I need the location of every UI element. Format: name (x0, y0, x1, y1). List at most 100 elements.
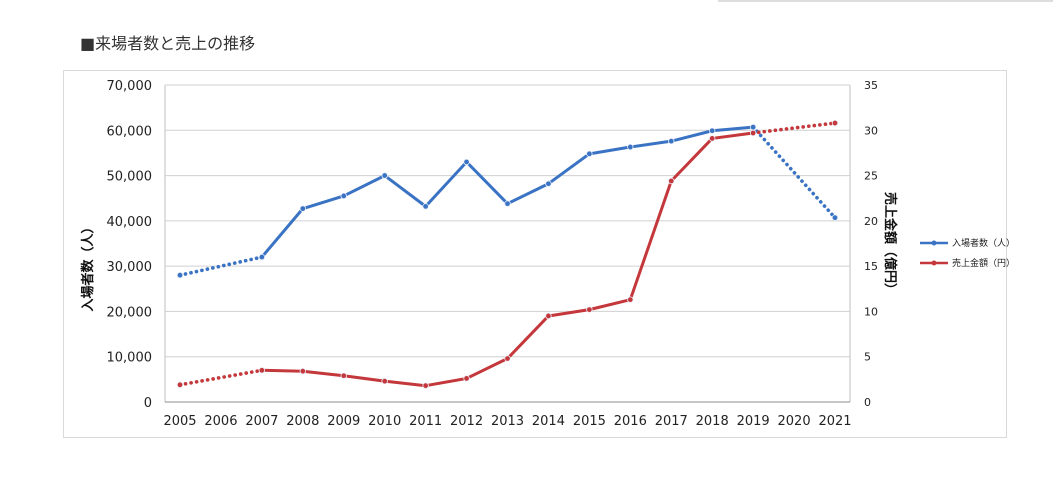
series-1-segment (587, 145, 632, 156)
series-2-point (627, 296, 634, 303)
series-2-point (176, 381, 184, 388)
right-tick-label: 20 (864, 215, 878, 228)
series-1-segment (383, 174, 428, 208)
series-1-segment (506, 182, 550, 206)
series-1-point (176, 272, 184, 279)
right-tick-label: 25 (864, 170, 878, 183)
series-1-point (708, 127, 716, 134)
x-axis-ticks: 2005 2006 2007 2008 2009 2010 2011 2012 2013 2014… (163, 414, 851, 429)
x-tick-label: 2019 (737, 414, 770, 429)
x-tick-label: 2008 (286, 414, 319, 429)
right-tick-label: 10 (864, 305, 878, 318)
series-1-segment (342, 174, 387, 198)
x-tick-label: 2018 (696, 414, 729, 429)
series-2-segment (628, 179, 673, 302)
series-1-segment (465, 160, 509, 206)
series-1-point (668, 137, 675, 145)
left-tick-label: 50,000 (107, 170, 153, 185)
series-1-segment (710, 125, 755, 133)
series-2-point (831, 119, 839, 127)
series-2-point (545, 312, 552, 320)
series-1-segment (546, 152, 591, 186)
series-2-point (340, 372, 347, 379)
series-2-segment (751, 121, 837, 135)
x-tick-label: 2011 (409, 414, 442, 429)
series-2-point (258, 367, 266, 374)
series-1-segment (751, 125, 837, 220)
series-1-point (831, 214, 839, 221)
series-2-segment (465, 357, 509, 380)
series-1-segment (669, 129, 714, 143)
legend-label-2: 売上金額（円） (952, 257, 1015, 269)
series-2-point (463, 375, 470, 382)
right-tick-label: 0 (864, 396, 871, 409)
series-2-segment (587, 298, 632, 312)
legend-marker-1 (931, 240, 937, 246)
series-2-point (422, 382, 429, 389)
left-tick-label: 70,000 (107, 79, 153, 94)
series-1-segment (260, 207, 305, 259)
legend: 入場者数（人） 売上金額（円） (920, 237, 1015, 269)
right-tick-label: 30 (864, 124, 878, 137)
x-tick-label: 2006 (204, 414, 237, 429)
x-tick-label: 2007 (245, 414, 278, 429)
series-1-point (749, 123, 757, 131)
right-tick-label: 35 (864, 79, 878, 92)
right-axis-title: 売上金額（億円） (882, 192, 898, 296)
series-1-point (545, 180, 552, 187)
x-tick-label: 2020 (778, 414, 811, 429)
left-tick-label: 40,000 (107, 215, 153, 230)
right-tick-label: 15 (864, 260, 878, 273)
series-1-point (258, 253, 266, 261)
x-tick-label: 2010 (368, 414, 401, 429)
series-2-segment (260, 368, 305, 373)
series-2-point (668, 177, 675, 185)
left-tick-label: 10,000 (107, 351, 153, 366)
series-2-segment (506, 314, 550, 361)
x-tick-label: 2016 (614, 414, 647, 429)
legend-label-1: 入場者数（人） (952, 237, 1015, 249)
series-2-point (381, 377, 388, 385)
series-2-segment (424, 376, 469, 388)
series-2-point (504, 355, 511, 362)
series-1-point (627, 143, 634, 151)
series-2-segment (383, 379, 428, 388)
series-1-segment (424, 160, 469, 208)
series-2-point (708, 135, 716, 142)
legend-marker-2 (931, 260, 937, 266)
series-1-point (463, 158, 470, 166)
right-axis-ticks: 0 5 10 15 20 25 30 35 (864, 79, 878, 409)
series-layer (176, 119, 839, 389)
series-1-point (422, 203, 429, 210)
series-1-segment (628, 139, 673, 149)
series-1-segment (301, 194, 346, 211)
left-tick-label: 0 (144, 396, 152, 411)
series-2-point (299, 368, 307, 375)
x-tick-label: 2015 (573, 414, 606, 429)
series-2-segment (669, 136, 714, 183)
series-1-point (586, 150, 593, 158)
left-tick-label: 60,000 (107, 124, 153, 139)
series-2-segment (546, 308, 591, 318)
series-2-point (749, 129, 757, 137)
left-axis-ticks: 0 10,000 20,000 30,000 40,000 50,000 60,000 70,… (107, 79, 153, 411)
left-axis-title: 入場者数（人） (80, 220, 96, 311)
x-tick-label: 2013 (491, 414, 524, 429)
x-tick-label: 2009 (327, 414, 360, 429)
page-title: ■来場者数と売上の推移 (80, 34, 256, 53)
series-1-point (504, 200, 511, 207)
series-2-segment (710, 131, 755, 140)
series-1-point (340, 192, 347, 200)
x-tick-label: 2005 (163, 414, 196, 429)
x-tick-label: 2021 (818, 414, 851, 429)
series-2-point (586, 306, 593, 313)
series-2-segment (178, 368, 264, 387)
x-tick-label: 2014 (532, 414, 565, 429)
right-tick-label: 5 (864, 351, 871, 364)
x-tick-label: 2012 (450, 414, 483, 429)
series-2-segment (301, 369, 346, 378)
series-1-point (299, 205, 307, 212)
series-2-segment (342, 374, 387, 383)
left-tick-label: 30,000 (107, 260, 153, 275)
